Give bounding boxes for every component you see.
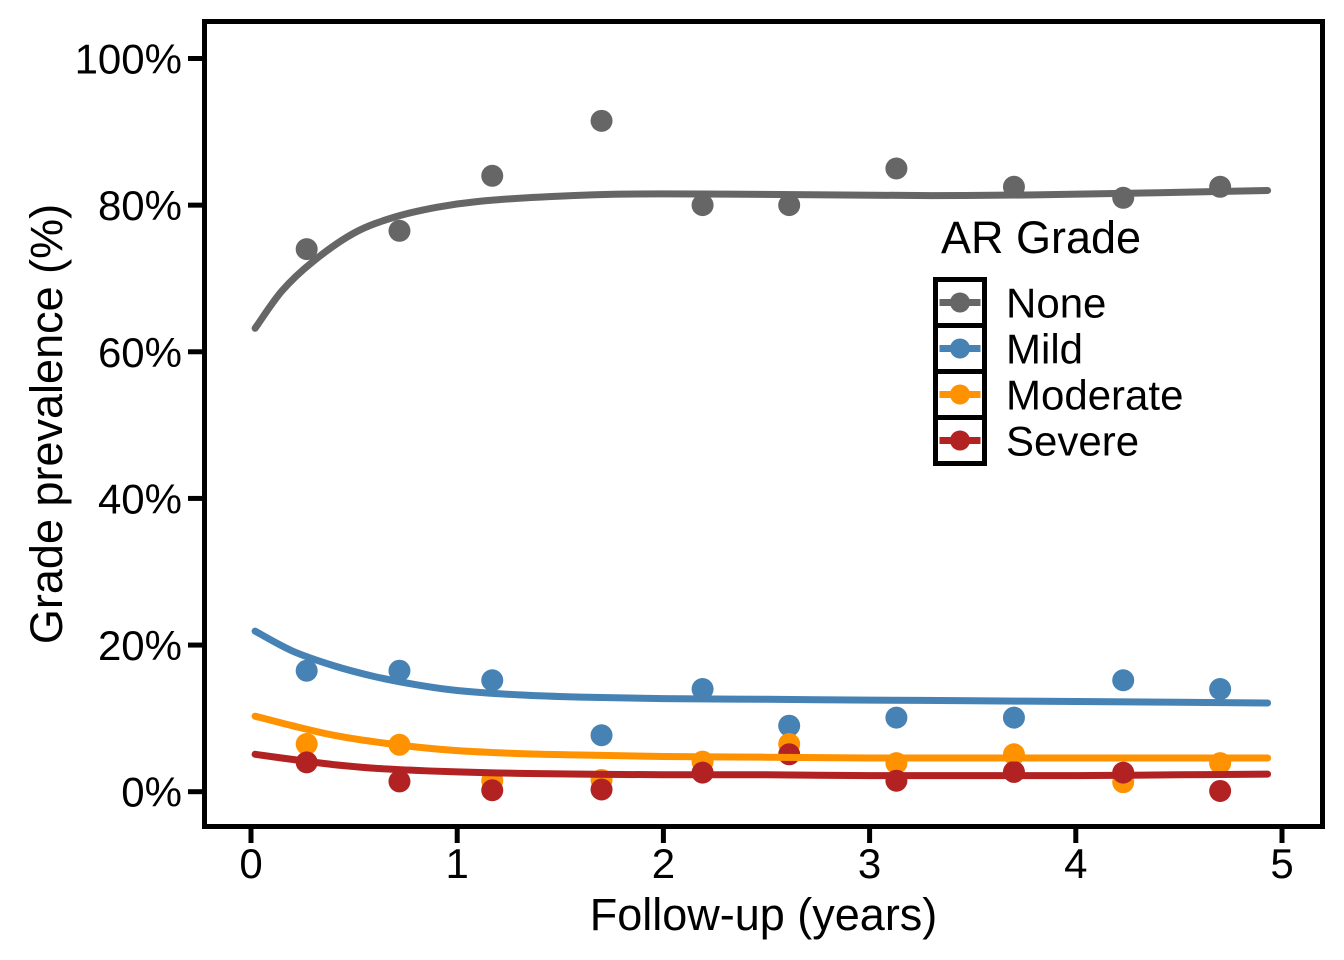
legend-label-mild: Mild xyxy=(1006,326,1083,373)
panel-border xyxy=(202,19,1325,829)
legend-label-none: None xyxy=(1006,280,1106,327)
data-point-none xyxy=(691,194,714,217)
data-point-mild xyxy=(885,706,908,729)
y-axis-tick-label: 20% xyxy=(98,622,182,669)
smooth-line-mild xyxy=(251,627,1272,707)
data-point-none xyxy=(778,194,801,217)
legend-label-moderate: Moderate xyxy=(1006,372,1183,419)
data-point-mild xyxy=(481,669,504,692)
y-axis-title: Grade prevalence (%) xyxy=(21,204,72,644)
data-point-mild xyxy=(590,724,613,747)
data-point-mild xyxy=(1209,678,1232,701)
data-point-none xyxy=(295,238,318,261)
y-axis-tick-label: 40% xyxy=(98,475,182,522)
smooth-line-severe xyxy=(251,750,1272,780)
data-point-severe xyxy=(388,770,411,793)
data-point-mild xyxy=(1112,669,1135,692)
data-point-severe xyxy=(590,778,613,801)
data-point-none xyxy=(388,219,411,242)
data-point-mild xyxy=(778,714,801,737)
data-point-severe xyxy=(481,779,504,802)
legend-key-dot-none xyxy=(950,292,970,313)
x-axis-tick-label: 0 xyxy=(239,840,262,887)
data-point-severe xyxy=(1209,779,1232,802)
y-axis-tick-label: 100% xyxy=(75,36,182,83)
y-axis-tick-label: 0% xyxy=(121,769,182,816)
data-point-none xyxy=(885,157,908,180)
data-point-none xyxy=(590,109,613,132)
legend-key-dot-mild xyxy=(950,338,970,359)
x-axis-tick-label: 1 xyxy=(446,840,469,887)
data-point-mild xyxy=(388,659,411,682)
data-point-mild xyxy=(295,659,318,682)
y-axis-tick-label: 80% xyxy=(98,182,182,229)
x-axis-title: Follow-up (years) xyxy=(590,889,938,940)
legend-key-dot-severe xyxy=(950,430,970,451)
data-point-severe xyxy=(1002,760,1025,783)
y-axis-tick-label: 60% xyxy=(98,329,182,376)
data-point-moderate xyxy=(295,733,318,756)
x-axis-tick-label: 4 xyxy=(1064,840,1087,887)
legend-key-dot-moderate xyxy=(950,384,970,405)
data-point-mild xyxy=(1002,706,1025,729)
data-point-none xyxy=(481,164,504,187)
legend-title: AR Grade xyxy=(941,212,1141,263)
legend-label-severe: Severe xyxy=(1006,418,1139,465)
x-axis-tick-label: 2 xyxy=(652,840,675,887)
smooth-line-moderate xyxy=(251,712,1272,762)
data-point-mild xyxy=(691,678,714,701)
x-axis-tick-label: 3 xyxy=(858,840,881,887)
x-axis-tick-label: 5 xyxy=(1270,840,1293,887)
smooth-line-none xyxy=(251,187,1272,332)
